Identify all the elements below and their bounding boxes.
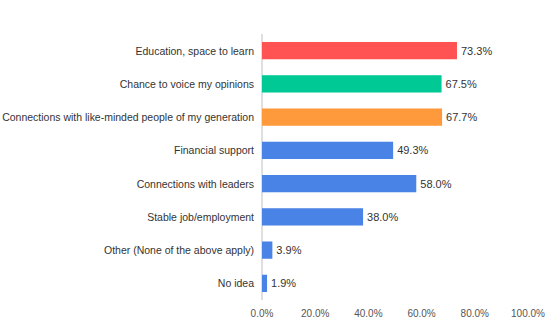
tick-label: 20.0% (301, 308, 329, 319)
bar (262, 208, 363, 225)
category-label: Financial support (174, 144, 254, 156)
tick-label: 40.0% (354, 308, 382, 319)
axis-line (262, 34, 263, 300)
data-label: 38.0% (367, 211, 398, 223)
tick-label: 100.0% (511, 308, 545, 319)
data-label: 67.7% (446, 111, 477, 123)
bars (262, 42, 457, 292)
bar (262, 241, 272, 258)
category-label: Stable job/employment (147, 211, 254, 223)
data-label: 49.3% (397, 144, 428, 156)
data-label: 58.0% (420, 178, 451, 190)
category-label: No idea (218, 277, 254, 289)
bar (262, 175, 416, 192)
bar (262, 108, 442, 125)
bar (262, 142, 393, 159)
category-label: Connections with like-minded people of m… (2, 112, 254, 123)
data-label: 73.3% (461, 45, 492, 57)
category-label: Chance to voice my opinions (120, 78, 254, 90)
category-label: Connections with leaders (137, 178, 254, 190)
tick-label: 60.0% (407, 308, 435, 319)
data-label: 67.5% (446, 78, 477, 90)
data-label: 1.9% (271, 277, 296, 289)
data-label: 3.9% (276, 244, 301, 256)
category-label: Education, space to learn (136, 45, 255, 57)
chart: 73.3% 67.5% 67.7% 49.3% 58.0% 38.0% 3.9% 1.9% Ed… (0, 0, 560, 332)
category-label: Other (None of the above apply) (104, 244, 254, 256)
bar (262, 42, 457, 59)
tick-label: 80.0% (461, 308, 489, 319)
tick-label: 0.0% (251, 308, 274, 319)
bar (262, 75, 442, 92)
bar (262, 275, 267, 292)
